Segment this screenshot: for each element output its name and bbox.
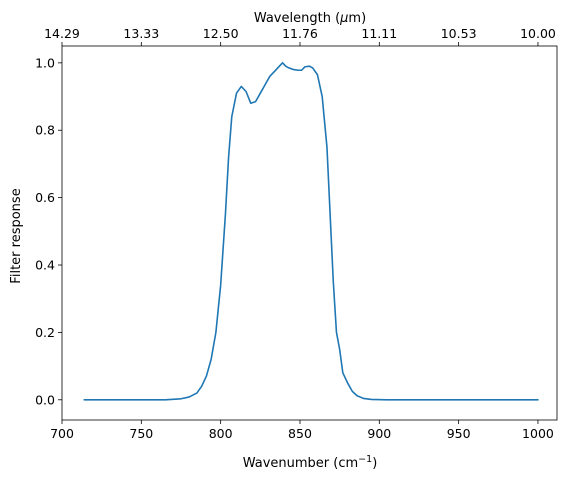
y-tick-label: 0.2 (35, 325, 55, 340)
y-axis-ticks: 0.0 0.2 0.4 0.6 0.8 1.0 (35, 55, 62, 407)
top-x-tick-label: 11.11 (361, 26, 397, 41)
y-tick-label: 0.8 (35, 123, 55, 138)
x-tick-label: 700 (50, 426, 74, 441)
y-tick-label: 0.4 (35, 258, 55, 273)
x-tick-label: 900 (367, 426, 391, 441)
y-tick-label: 0.0 (35, 392, 55, 407)
plot-frame (61, 45, 558, 421)
x-tick-label: 750 (129, 426, 153, 441)
y-tick-label: 1.0 (35, 55, 55, 70)
series-layer (83, 62, 539, 401)
top-x-tick-label: 10.00 (520, 26, 556, 41)
top-x-axis-label: Wavelength (μm) (254, 11, 366, 26)
x-tick-label: 950 (447, 426, 471, 441)
y-tick-label: 0.6 (35, 190, 55, 205)
x-tick-label: 1000 (522, 426, 554, 441)
top-x-tick-label: 11.76 (282, 26, 318, 41)
top-x-tick-label: 14.29 (44, 26, 80, 41)
top-x-axis-ticks: 14.29 13.33 12.50 11.76 11.11 10.53 10.00 (44, 26, 556, 46)
x-tick-label: 850 (288, 426, 312, 441)
x-tick-label: 800 (209, 426, 233, 441)
y-axis-label: Filter response (9, 188, 24, 283)
top-x-tick-label: 12.50 (203, 26, 239, 41)
top-x-tick-label: 10.53 (441, 26, 477, 41)
filter-response-line (83, 62, 539, 401)
x-axis-label: Wavenumber (cm−1) (243, 454, 378, 471)
top-x-tick-label: 13.33 (123, 26, 159, 41)
bottom-x-axis-ticks: 700 750 800 850 900 950 1000 (50, 420, 554, 441)
